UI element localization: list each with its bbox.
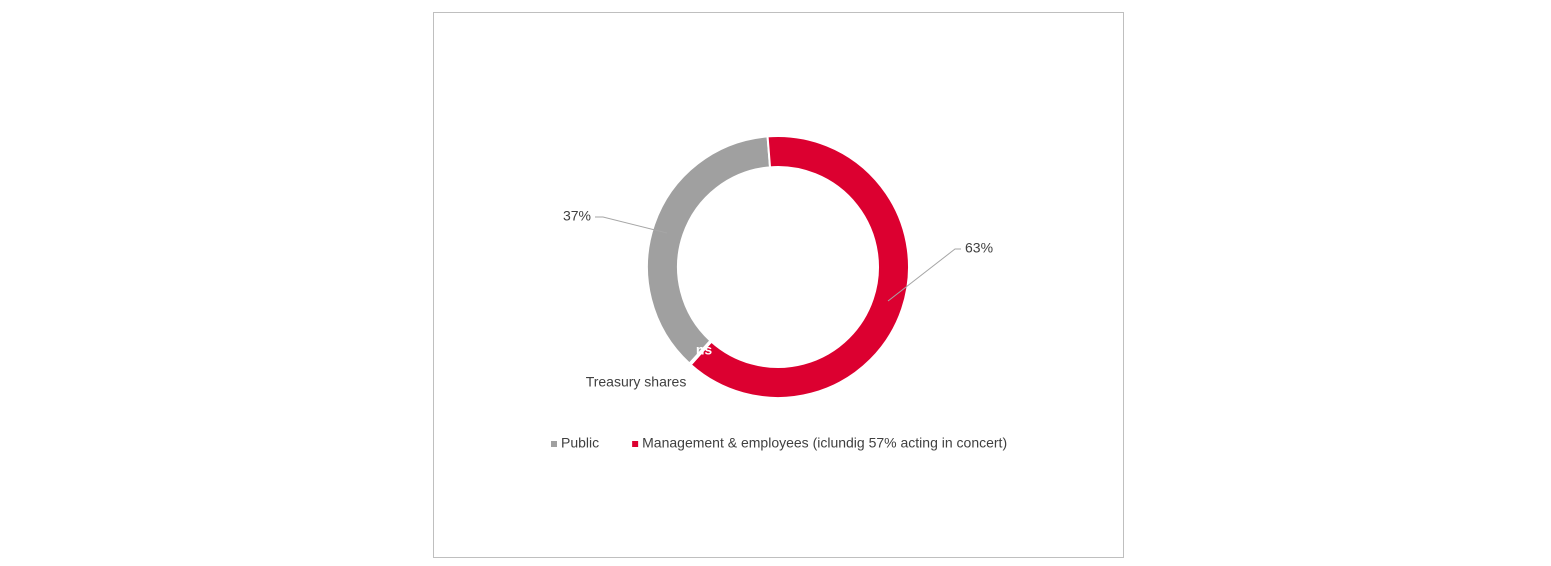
legend-label: Public [561, 435, 599, 451]
leader-line [887, 248, 961, 302]
data-label: ns [696, 342, 713, 358]
data-label: 63% [965, 240, 993, 256]
legend-swatch [632, 441, 639, 447]
donut-slice [689, 135, 910, 399]
legend-label: Management & employees (iclundig 57% act… [642, 435, 1007, 451]
data-label: 37% [563, 208, 591, 224]
category-label: Treasury shares [586, 374, 687, 390]
chart-frame [433, 12, 1124, 558]
legend-swatch [551, 441, 557, 447]
donut-slice [688, 339, 713, 367]
leader-line [595, 216, 668, 234]
